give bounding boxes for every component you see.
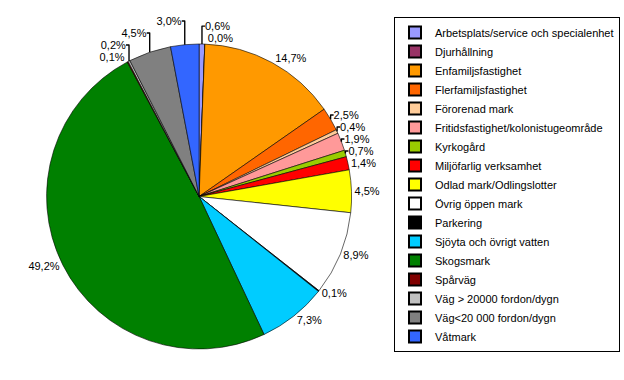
svg-text:Fritidsfastighet/kolonistugeom: Fritidsfastighet/kolonistugeområde bbox=[435, 122, 603, 134]
svg-text:14,7%: 14,7% bbox=[275, 52, 306, 64]
svg-text:Enfamiljsfastighet: Enfamiljsfastighet bbox=[435, 65, 521, 77]
svg-text:Djurhållning: Djurhållning bbox=[435, 46, 493, 58]
svg-text:0,0%: 0,0% bbox=[208, 32, 233, 44]
svg-text:1,9%: 1,9% bbox=[344, 133, 369, 145]
svg-text:Väg > 20000 fordon/dygn: Väg > 20000 fordon/dygn bbox=[435, 293, 559, 305]
svg-text:Väg<20 000 fordon/dygn: Väg<20 000 fordon/dygn bbox=[435, 312, 556, 324]
svg-text:8,9%: 8,9% bbox=[343, 249, 368, 261]
svg-text:3,0%: 3,0% bbox=[156, 15, 181, 27]
svg-text:Förorenad mark: Förorenad mark bbox=[435, 103, 514, 115]
svg-text:4,5%: 4,5% bbox=[121, 27, 146, 39]
svg-text:Miljöfarlig verksamhet: Miljöfarlig verksamhet bbox=[435, 160, 541, 172]
svg-text:0,2%: 0,2% bbox=[101, 39, 126, 51]
svg-text:0,1%: 0,1% bbox=[99, 51, 124, 63]
svg-text:0,6%: 0,6% bbox=[205, 20, 230, 32]
svg-text:1,4%: 1,4% bbox=[351, 157, 376, 169]
svg-text:Sjöyta och övrigt vatten: Sjöyta och övrigt vatten bbox=[435, 236, 549, 248]
svg-text:0,7%: 0,7% bbox=[348, 145, 373, 157]
svg-text:Parkering: Parkering bbox=[435, 217, 482, 229]
svg-text:Övrig öppen mark: Övrig öppen mark bbox=[435, 198, 523, 210]
svg-text:Spårväg: Spårväg bbox=[435, 274, 476, 286]
svg-text:Flerfamiljsfastighet: Flerfamiljsfastighet bbox=[435, 84, 527, 96]
svg-text:0,4%: 0,4% bbox=[340, 121, 365, 133]
svg-text:0,1%: 0,1% bbox=[322, 287, 347, 299]
svg-text:Odlad mark/Odlingslotter: Odlad mark/Odlingslotter bbox=[435, 179, 557, 191]
svg-text:49,2%: 49,2% bbox=[28, 260, 59, 272]
svg-text:4,5%: 4,5% bbox=[355, 185, 380, 197]
svg-text:Våtmark: Våtmark bbox=[435, 331, 476, 343]
svg-text:7,3%: 7,3% bbox=[297, 314, 322, 326]
svg-text:2,5%: 2,5% bbox=[334, 109, 359, 121]
svg-text:Arbetsplats/service och specia: Arbetsplats/service och specialenhet bbox=[435, 27, 614, 39]
svg-text:Skogsmark: Skogsmark bbox=[435, 255, 491, 267]
svg-text:Kyrkogård: Kyrkogård bbox=[435, 141, 485, 153]
